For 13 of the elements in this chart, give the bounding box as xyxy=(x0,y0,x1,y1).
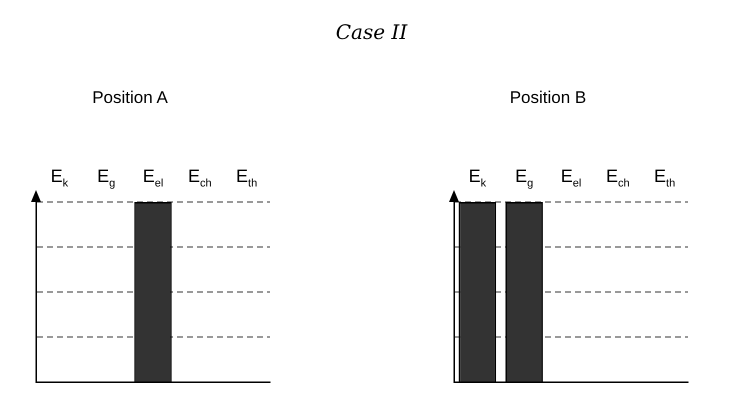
x-tick-label: E$_{th}$ xyxy=(236,166,258,190)
chart-title: Position A xyxy=(91,88,169,108)
x-tick-label: E$_{el}$ xyxy=(560,166,582,190)
x-tick-label: E$_{ch}$ xyxy=(606,166,630,190)
x-tick-label: E$_{g}$ xyxy=(97,166,116,190)
x-tick-label: E$_{el}$ xyxy=(142,166,164,190)
x-tick-label: E$_{ch}$ xyxy=(188,166,212,190)
x-tick-label: E$_{k}$ xyxy=(50,166,68,190)
x-tick-label: E$_{k}$ xyxy=(468,166,486,190)
x-tick-label: E$_{th}$ xyxy=(654,166,676,190)
x-tick-label: E$_{g}$ xyxy=(515,166,534,190)
text: Case II xyxy=(334,20,408,44)
chart-title: Position B xyxy=(508,88,588,108)
